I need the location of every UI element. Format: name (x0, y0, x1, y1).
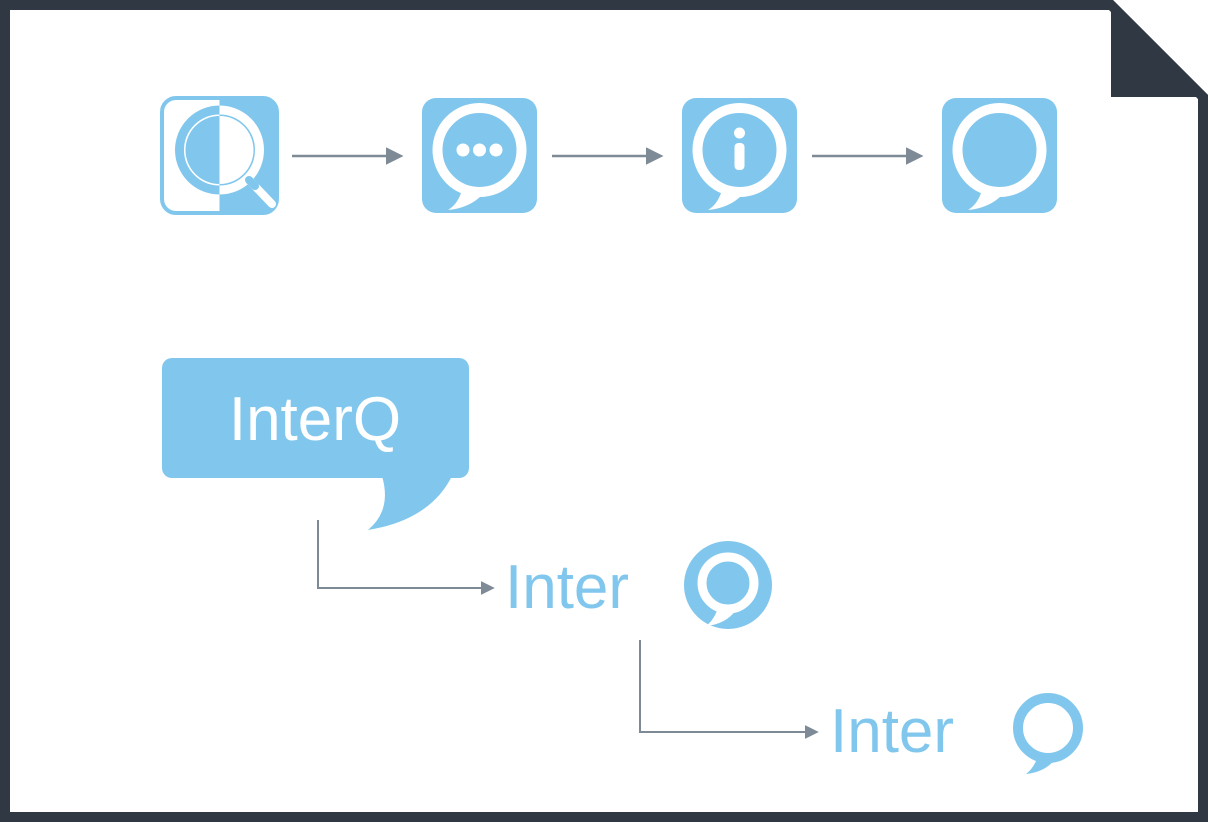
chat-plain-icon (942, 98, 1057, 213)
logo-stage-2-label: Inter (505, 553, 629, 622)
logo-stage-1-label: InterQ (229, 385, 401, 454)
logo-stage-3-label: Inter (830, 697, 954, 766)
chat-info-icon (682, 98, 797, 213)
diagram-frame: InterQ Inter Inter (0, 0, 1208, 822)
diagram-canvas: InterQ Inter Inter (0, 0, 1208, 822)
q-badge-icon (684, 541, 772, 629)
chat-dots-icon (422, 98, 537, 213)
